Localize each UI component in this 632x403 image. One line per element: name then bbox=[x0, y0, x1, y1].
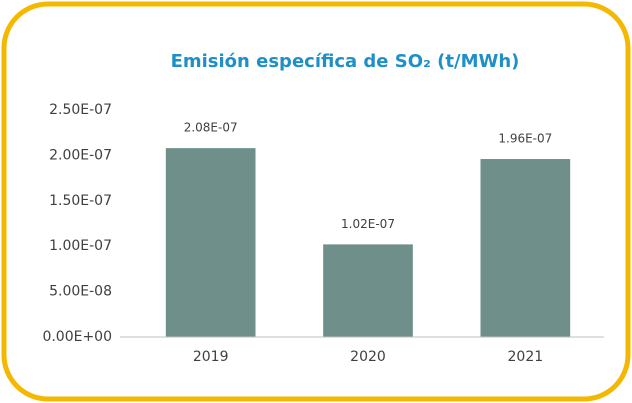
x-tick-label: 2019 bbox=[193, 349, 229, 365]
data-label: 2.08E-07 bbox=[184, 121, 238, 135]
y-tick-label: 1.00E-07 bbox=[49, 238, 112, 254]
chart-title: Emisión específica de SO₂ (t/MWh) bbox=[171, 51, 520, 72]
y-tick-label: 2.00E-07 bbox=[49, 147, 112, 163]
data-label: 1.02E-07 bbox=[341, 217, 395, 231]
y-tick-label: 1.50E-07 bbox=[49, 193, 112, 209]
data-label: 1.96E-07 bbox=[498, 132, 552, 146]
y-tick-label: 5.00E-08 bbox=[49, 284, 112, 300]
y-tick-label: 0.00E+00 bbox=[42, 329, 112, 345]
bar bbox=[323, 244, 413, 337]
y-tick-label: 2.50E-07 bbox=[49, 102, 112, 118]
bar bbox=[480, 159, 571, 337]
bar bbox=[165, 148, 256, 337]
x-tick-label: 2021 bbox=[508, 349, 544, 365]
x-tick-label: 2020 bbox=[350, 349, 386, 365]
